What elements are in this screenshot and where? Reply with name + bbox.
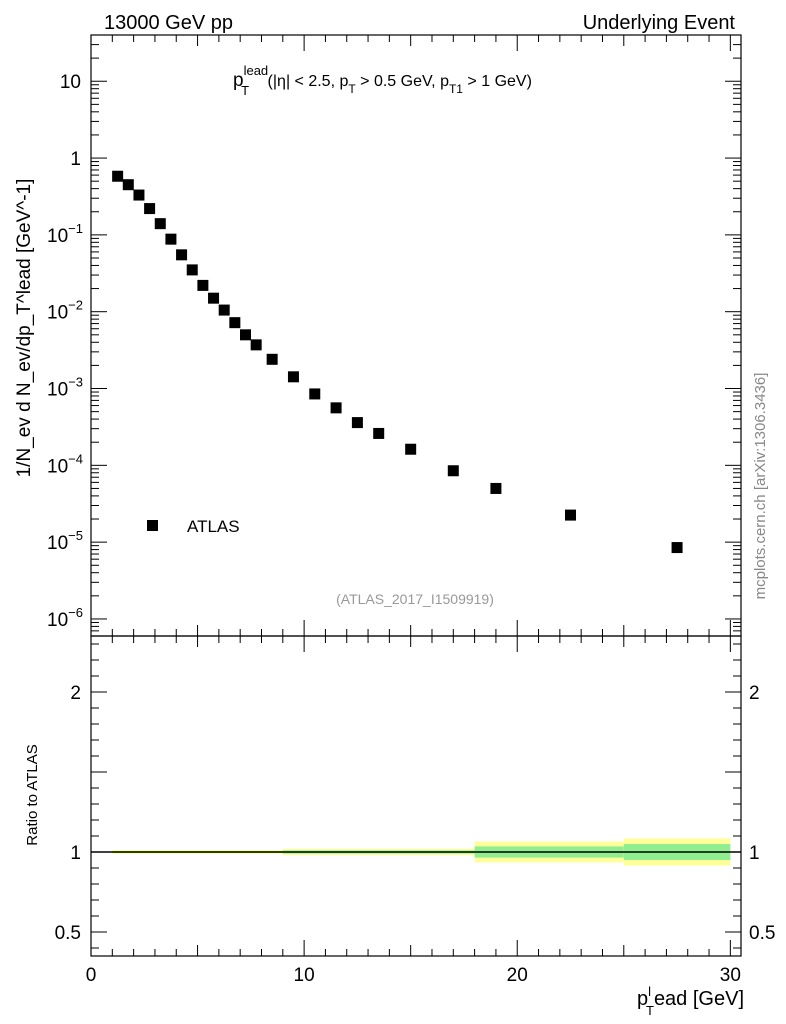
data-point [565, 509, 577, 521]
analysis-tag: (ATLAS_2017_I1509919) [336, 591, 494, 607]
data-point [250, 339, 262, 351]
data-points [112, 170, 683, 554]
data-point [197, 279, 209, 291]
data-point [186, 264, 198, 276]
legend-marker [147, 520, 158, 531]
title-sub3: T1 [449, 82, 463, 96]
ratio-y-tick-label: 2 [70, 683, 81, 704]
legend-label: ATLAS [187, 517, 240, 536]
x-tick-label: 0 [86, 965, 97, 986]
ratio-y-tick-label: 1 [70, 843, 81, 864]
main-y-tick-label: 10−1 [47, 221, 83, 247]
data-point [287, 371, 299, 383]
title-sub: T [241, 83, 249, 98]
ratio-y-tick-label-right: 0.5 [749, 923, 775, 944]
main-y-tick-label: 1 [70, 149, 81, 170]
data-point [240, 329, 252, 341]
main-y-axis-label: 1/N_ev d N_ev/dp_T^lead [GeV^-1] [14, 179, 35, 478]
header-left: 13000 GeV pp [104, 12, 233, 34]
ratio-y-tick-label-right: 2 [749, 683, 760, 704]
x-tick-label: 10 [294, 965, 315, 986]
data-point [447, 465, 459, 477]
main-y-tick-label: 10−6 [47, 605, 83, 631]
header-right: Underlying Event [583, 12, 736, 34]
ratio-y-axis-label: Ratio to ATLAS [24, 744, 41, 845]
data-point [165, 233, 177, 245]
data-point [351, 417, 363, 429]
xlabel-rest: ead [GeV] [654, 988, 744, 1010]
data-point [330, 402, 342, 414]
xlabel-p: p [637, 988, 648, 1010]
title-rest2: > 0.5 GeV, p [356, 73, 449, 90]
data-point [373, 427, 385, 439]
x-axis-label: pl Tead [GeV] [637, 984, 744, 1018]
data-point [144, 203, 156, 215]
main-y-tick-label: 10−4 [47, 451, 83, 477]
xlabel-sub: T [646, 1003, 654, 1018]
xlabel-sup: l [648, 984, 651, 999]
data-point [405, 443, 417, 455]
main-y-tick-label: 10−2 [47, 298, 83, 324]
data-point [176, 249, 188, 261]
main-title: plead T (|η| < 2.5, pT > 0.5 GeV, pT1 > 1… [233, 63, 532, 98]
data-point [218, 304, 230, 316]
data-point [671, 542, 683, 554]
data-point [154, 218, 166, 230]
main-panel-frame [90, 34, 742, 637]
x-tick-label: 20 [507, 965, 528, 986]
title-p: p [233, 70, 244, 91]
data-point [266, 353, 278, 365]
watermark: mcplots.cern.ch [arXiv:1306.3436] [752, 373, 769, 600]
ratio-panel-frame [90, 635, 742, 957]
main-y-tick-label: 10 [60, 72, 81, 93]
ratio-y-tick-label-right: 1 [749, 843, 760, 864]
data-point [309, 388, 321, 400]
main-x-ticks [90, 35, 731, 636]
x-tick-label: 30 [720, 965, 741, 986]
ratio-x-ticks: 0 10 20 30 [86, 636, 741, 986]
data-point [229, 317, 241, 329]
data-point [122, 179, 134, 191]
ratio-y-ticks: 2 2 1 1 0.5 0.5 [55, 643, 775, 949]
data-point [208, 292, 220, 304]
title-sub2: T [348, 82, 356, 96]
main-y-tick-label: 10−3 [47, 375, 83, 401]
data-point [133, 189, 145, 201]
main-y-tick-label: 10−5 [47, 528, 83, 554]
title-sup: lead [244, 63, 269, 78]
title-rest: (|η| < 2.5, p [263, 73, 348, 90]
main-y-ticks: 10 1 10−1 10−2 10−3 10−4 10−5 10−6 [47, 34, 741, 637]
title-rest3: > 1 GeV) [463, 73, 532, 90]
data-point [112, 170, 124, 182]
data-point [490, 482, 502, 494]
ratio-y-tick-label: 0.5 [55, 923, 81, 944]
